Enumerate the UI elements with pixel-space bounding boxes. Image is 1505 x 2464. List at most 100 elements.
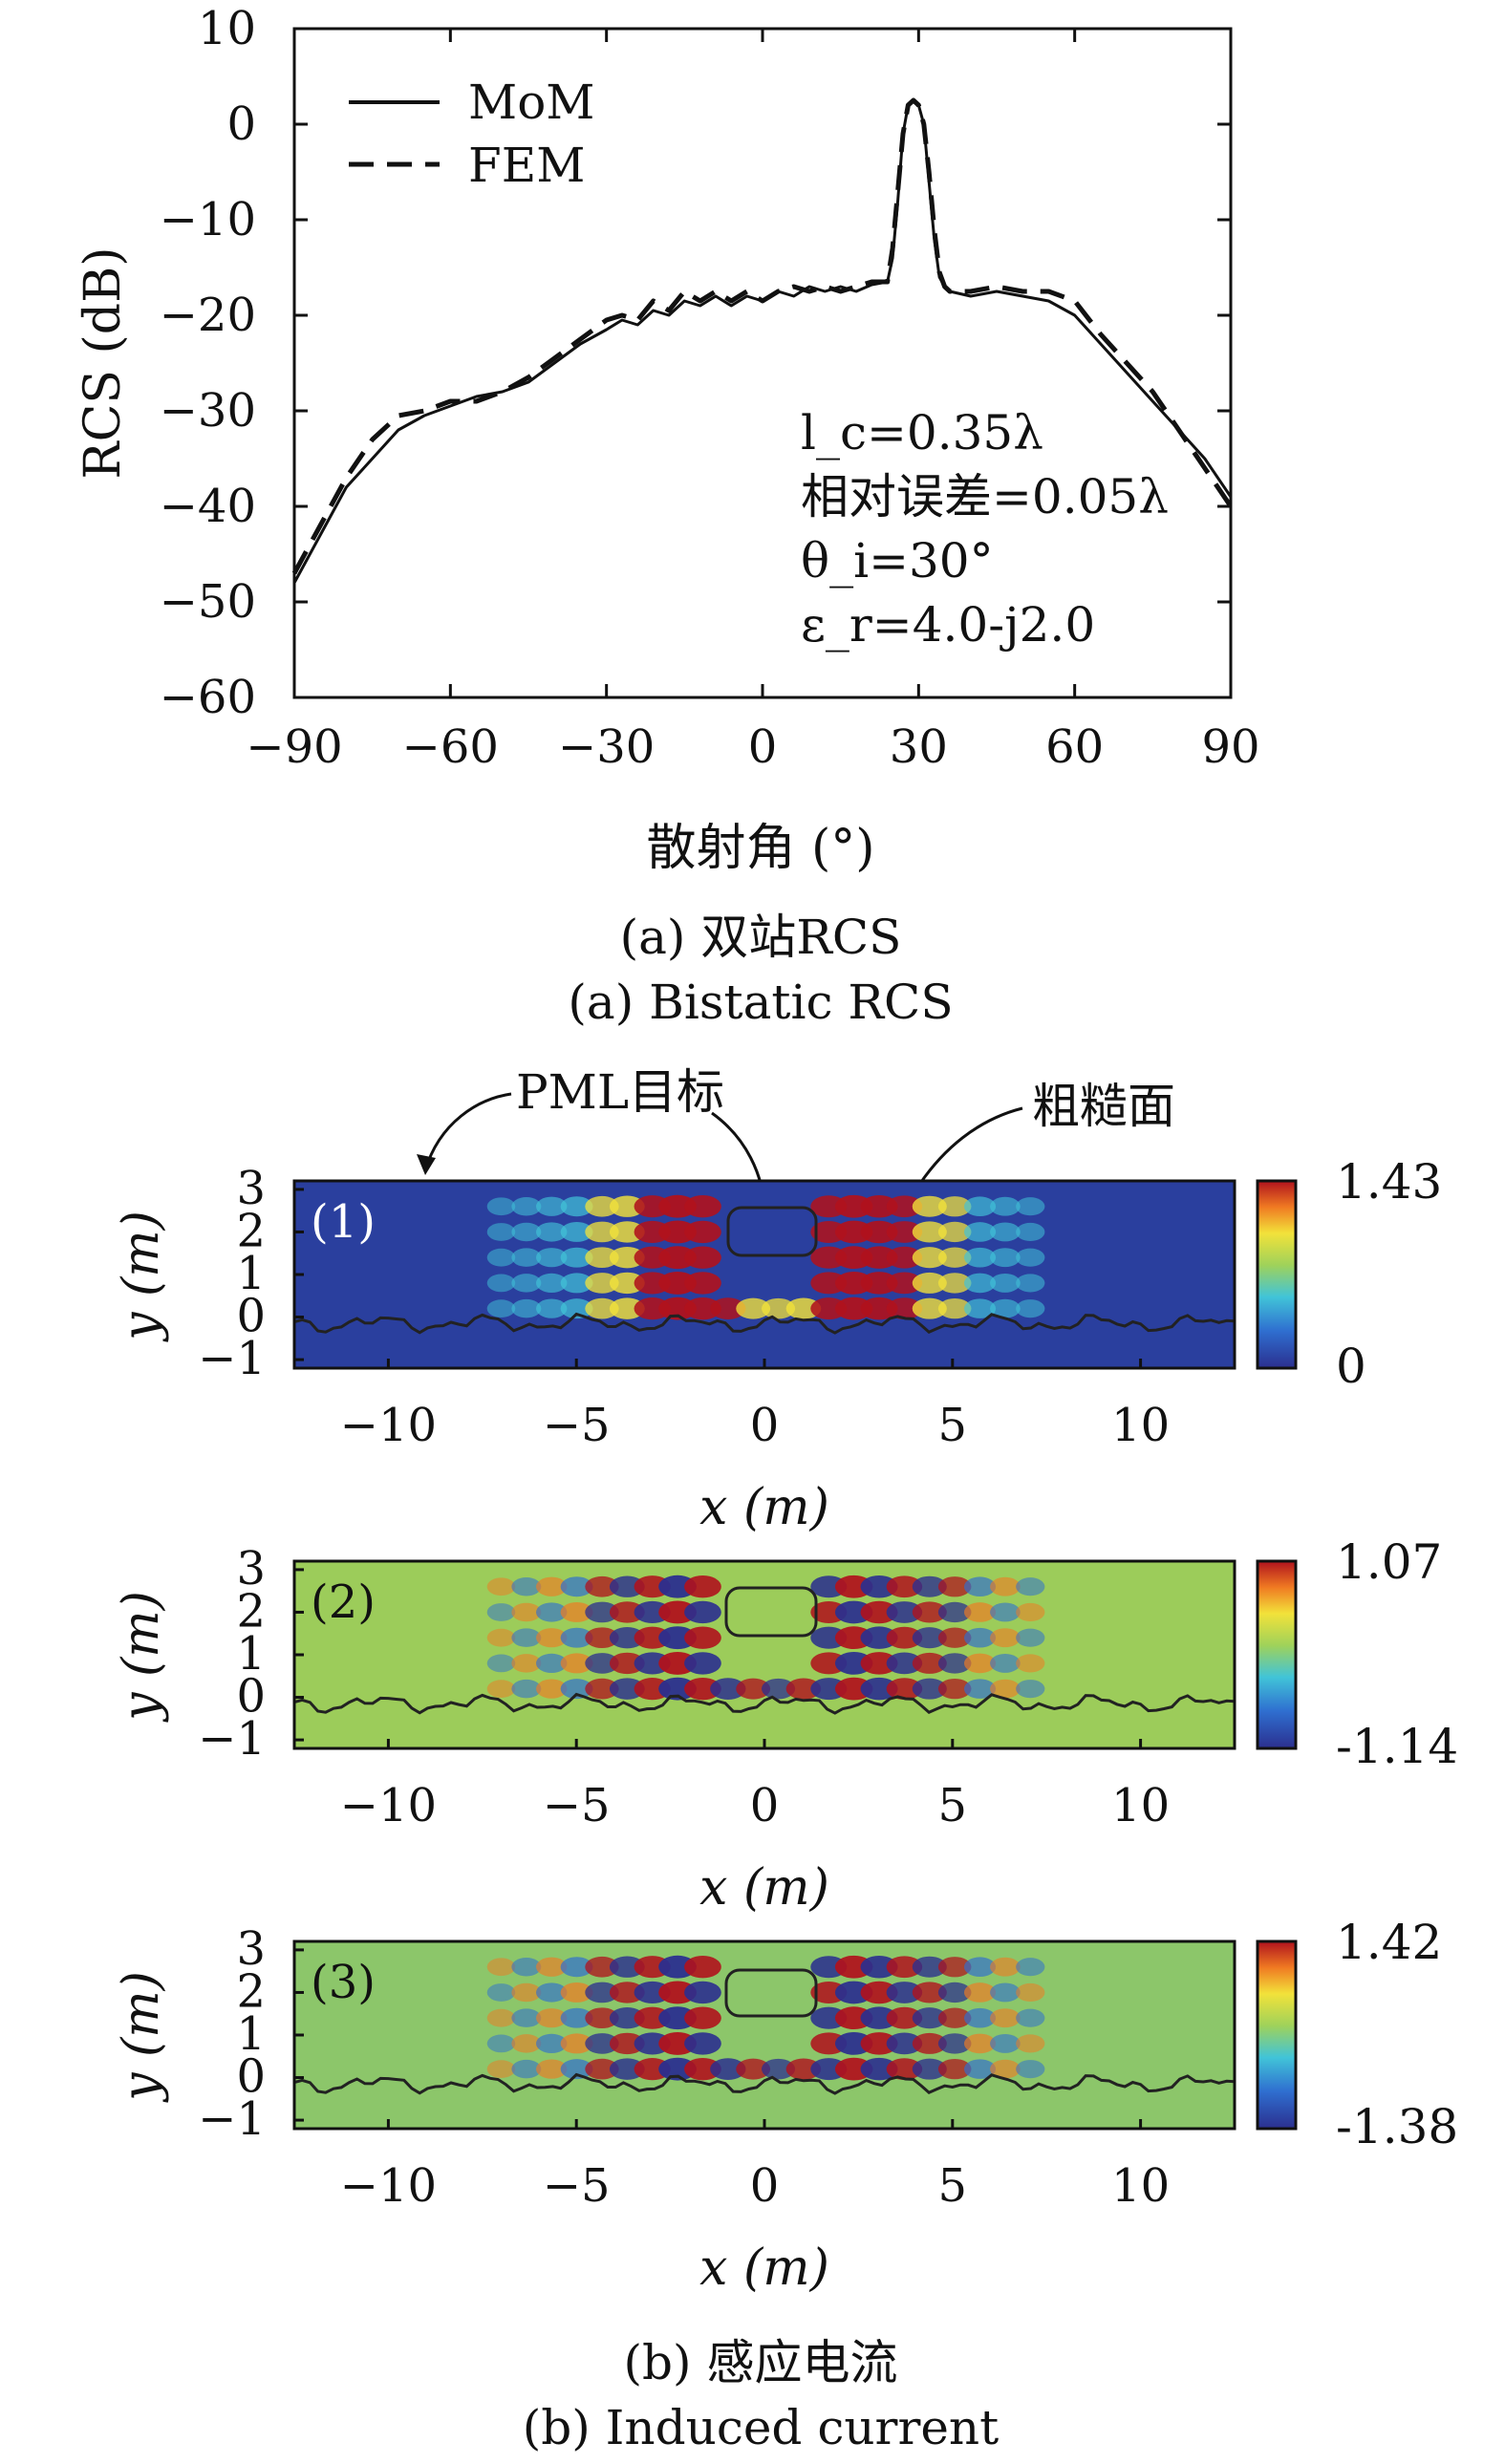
heatmap-blob	[761, 2058, 796, 2080]
heatmap-blob	[609, 2032, 645, 2055]
heatmap-blob	[684, 1220, 721, 1244]
heatmap-blob	[486, 1274, 516, 1293]
heatmap-x-tick-label: 5	[938, 1399, 968, 1452]
heatmap-x-tick-label: −5	[543, 2159, 611, 2213]
heatmap-blob	[963, 1222, 997, 1242]
heatmap-blob	[1016, 2008, 1045, 2027]
rcs-y-tick-label: −60	[160, 671, 256, 724]
heatmap-blob	[511, 1679, 542, 1699]
colorbar-3	[1256, 1939, 1298, 2131]
heatmap-blob	[486, 1958, 516, 1977]
heatmap-blob	[609, 1982, 645, 2003]
heatmap-blob	[486, 1223, 516, 1241]
heatmap-blob	[963, 1602, 997, 1622]
heatmap-y-tick-label: −1	[198, 1332, 266, 1385]
heatmap-blob	[761, 1297, 796, 1319]
heatmap-blob	[1016, 1680, 1045, 1699]
heatmap-x-tick-label: 0	[750, 1399, 780, 1452]
heatmap-blob	[912, 1221, 947, 1243]
heatmap-blob	[886, 2058, 923, 2081]
heatmap-blob	[860, 1272, 898, 1295]
heatmap-blob	[585, 2007, 619, 2029]
heatmap-blob	[684, 1600, 721, 1624]
heatmap-2-field	[486, 1575, 1045, 1701]
heatmap-blob	[912, 1678, 947, 1700]
heatmap-blob	[990, 2008, 1021, 2028]
heatmap-blob	[963, 1653, 997, 1674]
heatmap-blob	[511, 2034, 542, 2053]
heatmap-blob	[990, 1653, 1021, 1673]
heatmap-blob	[486, 1197, 516, 1216]
heatmap-y-tick-label: 2	[236, 1584, 266, 1638]
heatmap-blob	[937, 2033, 972, 2054]
rough-surface-3	[294, 2072, 1235, 2095]
colorbar-2	[1256, 1559, 1298, 1750]
heatmap-blob	[990, 1248, 1021, 1268]
rcs-series-group	[291, 97, 1234, 584]
heatmap-blob	[684, 2032, 721, 2055]
heatmap-blob	[560, 1601, 593, 1622]
heatmap-blob	[535, 1602, 568, 1622]
heatmap-blob	[886, 1195, 923, 1218]
heatmap-blob	[860, 1194, 898, 1218]
rough-surface-label: 粗糙面	[1032, 1079, 1175, 1134]
heatmap-blob	[990, 1957, 1021, 1977]
heatmap-blob	[535, 2008, 568, 2028]
heatmap-blob	[886, 1956, 923, 1979]
heatmap-blob	[560, 1576, 593, 1597]
heatmap-blob	[486, 1577, 516, 1596]
heatmap-blob	[486, 1628, 516, 1647]
legend-mom-label: MoM	[468, 75, 595, 130]
heatmap-blob	[684, 1195, 721, 1218]
heatmap-blob	[785, 1297, 822, 1319]
pml-arrow-left	[423, 1092, 512, 1171]
heatmap-blob	[511, 1576, 542, 1596]
heatmap-blob	[963, 1627, 997, 1648]
heatmap-blob	[585, 1273, 619, 1294]
heatmap-blob	[1016, 1197, 1045, 1216]
heatmap-blob	[511, 1628, 542, 1647]
heatmap-blob	[560, 1196, 593, 1217]
heatmap-blob	[511, 1222, 542, 1242]
heatmap-blob	[560, 2007, 593, 2028]
heatmap-3-y-label: y (m)	[113, 1971, 170, 2103]
rcs-y-tick-label: −10	[160, 193, 256, 246]
heatmap-x-tick-label: 10	[1111, 1779, 1170, 1832]
heatmap-3-x-label: x (m)	[699, 2239, 829, 2297]
heatmap-y-tick-label: 0	[236, 1290, 266, 1343]
heatmap-blob	[860, 1981, 898, 2004]
heatmap-blob	[486, 1603, 516, 1621]
heatmap-blob	[585, 1982, 619, 2003]
heatmap-blob	[1016, 2060, 1045, 2079]
heatmap-blob	[609, 2058, 645, 2080]
heatmap-blob	[990, 1982, 1021, 2003]
heatmap-blob	[860, 1246, 898, 1269]
heatmap-blob	[560, 1957, 593, 1978]
panel-2-tag: (2)	[311, 1575, 376, 1629]
heatmap-blob	[990, 1602, 1021, 1622]
annotation-theta: θ_i=30°	[801, 533, 994, 589]
heatmap-blob	[736, 1678, 771, 1700]
heatmap-blob	[609, 1652, 645, 1675]
heatmap-y-tick-label: 3	[236, 1162, 266, 1215]
heatmap-blob	[963, 1196, 997, 1217]
heatmap-blob	[1016, 2034, 1045, 2053]
heatmap-blob	[785, 1678, 822, 1700]
heatmap-x-tick-label: −10	[340, 1779, 437, 1832]
heatmap-blob	[860, 1575, 898, 1598]
caption-a-en: (a) Bistatic RCS	[568, 975, 953, 1030]
heatmap-blob	[937, 1653, 972, 1674]
heatmap-blob	[684, 1272, 721, 1295]
heatmap-blob	[511, 2008, 542, 2027]
rcs-x-tick-label: 60	[1045, 720, 1104, 774]
heatmap-blob	[684, 1246, 721, 1269]
heatmap-2-background	[294, 1561, 1235, 1748]
rcs-y-tick-label: −30	[160, 384, 256, 438]
caption-a-cn: (a) 双站RCS	[620, 910, 902, 965]
heatmap-y-tick-label: 3	[236, 1922, 266, 1976]
heatmap-blob	[585, 2058, 619, 2080]
heatmap-blob	[1016, 1299, 1045, 1318]
heatmap-blob	[535, 1248, 568, 1268]
heatmap-blob	[585, 1653, 619, 1674]
